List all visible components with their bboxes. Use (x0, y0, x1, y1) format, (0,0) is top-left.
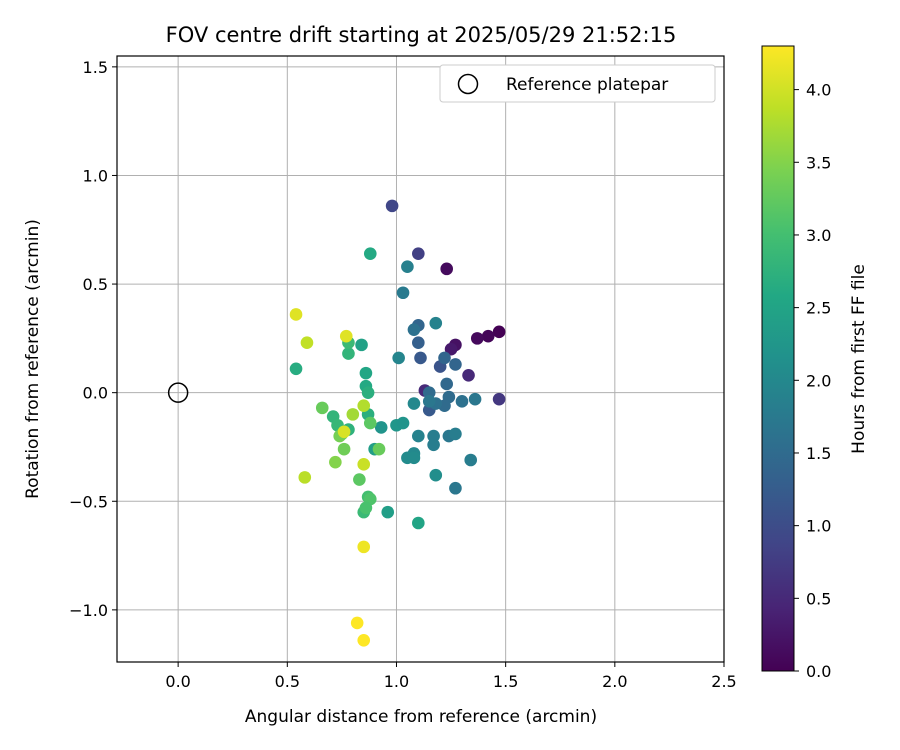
colorbar-ticks: 0.0 0.5 1.0 1.5 2.0 2.5 3.0 3.5 4.0 (794, 81, 831, 681)
data-point (392, 351, 405, 365)
data-point (357, 458, 371, 471)
data-point (315, 401, 329, 415)
data-point (407, 323, 421, 336)
data-point (427, 429, 440, 443)
data-point (298, 471, 312, 484)
x-tick-label: 1.5 (493, 672, 518, 691)
x-tick-label: 2.5 (711, 672, 736, 691)
colorbar (761, 45, 795, 672)
data-point (401, 260, 414, 273)
data-point (359, 501, 373, 515)
colorbar-tick-label: 4.0 (806, 81, 831, 100)
x-tick-label: 0.5 (275, 672, 300, 691)
data-point (361, 386, 375, 399)
y-tick-label: 1.0 (83, 166, 108, 185)
data-point (407, 451, 421, 465)
x-axis-ticks: 0.0 0.5 1.0 1.5 2.0 2.5 (165, 662, 737, 691)
data-point (385, 199, 399, 213)
data-point (346, 408, 360, 421)
data-point (470, 332, 484, 345)
data-point (407, 397, 421, 410)
data-point (449, 427, 462, 441)
data-point (337, 442, 351, 456)
y-axis-label: Rotation from reference (arcmin) (23, 219, 43, 499)
colorbar-tick-label: 0.0 (806, 662, 831, 681)
data-point (422, 386, 436, 399)
legend-box (439, 64, 716, 103)
data-point (464, 453, 478, 467)
legend: Reference platepar (439, 64, 716, 103)
data-point (363, 416, 377, 430)
data-point (449, 358, 462, 371)
data-point (427, 438, 440, 452)
x-tick-label: 1.0 (384, 672, 409, 691)
data-point (444, 342, 458, 356)
data-point (440, 262, 454, 276)
data-point (438, 351, 451, 365)
data-point (396, 286, 410, 300)
data-point (422, 395, 436, 408)
colorbar-label: Hours from first FF file (849, 264, 869, 454)
colorbar-tick-label: 3.0 (806, 226, 831, 245)
data-point (353, 473, 366, 486)
data-point (337, 425, 351, 439)
x-tick-label: 2.0 (602, 672, 627, 691)
colorbar-tick-label: 3.5 (806, 153, 831, 172)
y-tick-label: 0.0 (83, 384, 108, 403)
data-point (412, 429, 425, 443)
data-point (372, 442, 386, 456)
x-tick-label: 0.0 (165, 672, 190, 691)
chart-title: FOV centre drift starting at 2025/05/29 … (166, 23, 677, 47)
data-point (414, 351, 427, 365)
data-point (449, 481, 462, 495)
data-point (412, 516, 425, 530)
colorbar-tick-label: 1.0 (806, 517, 831, 536)
data-point (429, 468, 443, 482)
data-point (412, 336, 425, 350)
colorbar-tick-label: 2.5 (806, 299, 831, 318)
data-point (455, 395, 469, 408)
data-point (300, 336, 314, 350)
data-point (339, 329, 353, 343)
data-point (440, 377, 454, 391)
data-point (342, 347, 355, 360)
y-tick-label: 1.5 (83, 58, 108, 77)
data-point (412, 247, 425, 260)
data-point (350, 616, 364, 630)
data-point (363, 247, 377, 260)
y-tick-label: 0.5 (83, 275, 108, 294)
legend-entry: Reference platepar (506, 75, 668, 95)
x-axis-label: Angular distance from reference (arcmin) (245, 707, 597, 727)
data-point (329, 455, 342, 469)
data-point (429, 316, 443, 330)
reference-point (167, 382, 189, 403)
data-point (357, 399, 371, 412)
legend-marker-icon (457, 73, 479, 95)
reference-marker (167, 382, 189, 403)
y-axis-ticks: −1.0 −0.5 0.0 0.5 1.0 1.5 (69, 58, 117, 620)
data-point (468, 392, 482, 406)
data-point (357, 540, 371, 554)
data-point (374, 421, 388, 434)
data-point (462, 368, 475, 382)
colorbar-tick-label: 2.0 (806, 371, 831, 390)
data-point (289, 308, 303, 321)
y-tick-label: −0.5 (69, 492, 108, 511)
data-points (289, 199, 506, 647)
data-point (396, 416, 410, 430)
colorbar-tick-label: 0.5 (806, 589, 831, 608)
y-tick-label: −1.0 (69, 601, 108, 620)
data-point (481, 329, 495, 343)
data-point (492, 392, 506, 406)
data-point (381, 505, 395, 519)
data-point (492, 325, 506, 339)
data-point (357, 633, 371, 647)
data-point (289, 362, 303, 376)
colorbar-tick-label: 1.5 (806, 444, 831, 463)
data-point (355, 338, 368, 352)
plot-frame (116, 55, 725, 663)
data-point (359, 366, 373, 380)
